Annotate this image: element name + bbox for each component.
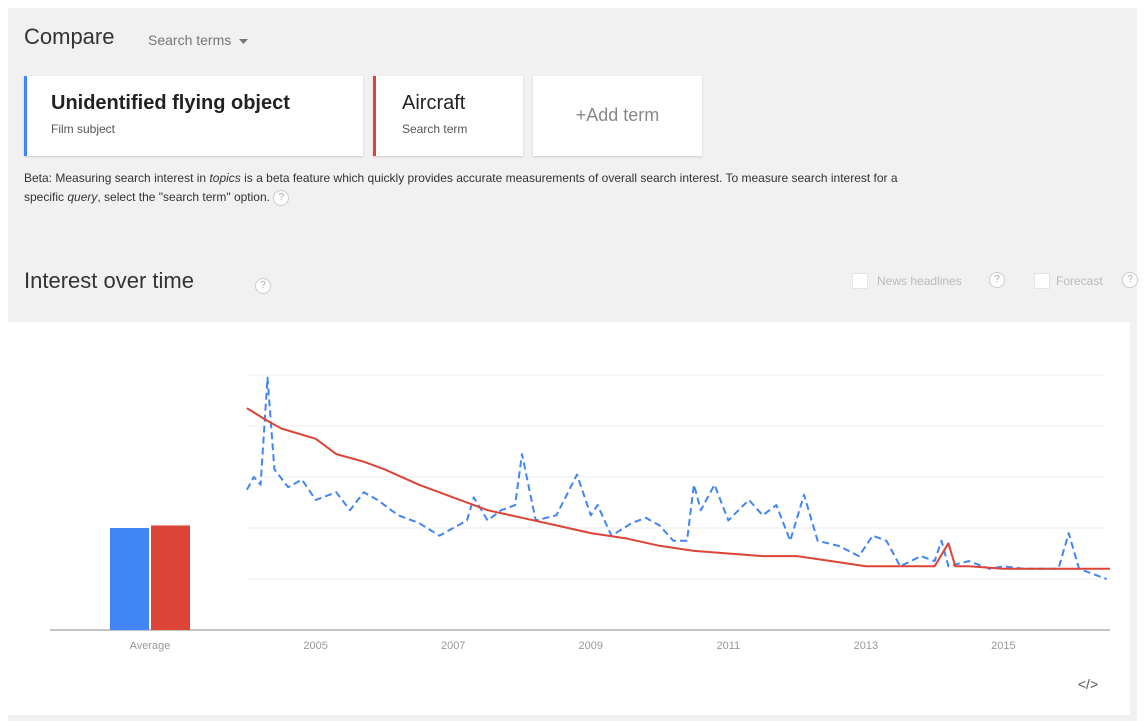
term-title: Aircraft: [402, 92, 466, 114]
add-term: +Add term: [575, 105, 660, 125]
note-text: Beta: Measuring search interest in: [24, 171, 210, 185]
beta-note: Beta: Measuring search interest in topic…: [24, 169, 934, 207]
checkbox[interactable]: [1034, 273, 1050, 289]
term-title: Unidentified flying object: [51, 92, 290, 114]
checkbox[interactable]: [852, 273, 868, 289]
chart-background: [8, 322, 1130, 715]
compare-title: Compare: [24, 24, 115, 49]
average-bar: [110, 528, 149, 630]
add-term-card[interactable]: +Add term: [533, 76, 702, 156]
dropdown-label: Search terms: [148, 32, 232, 48]
x-tick-label: 2005: [303, 640, 327, 652]
chart: 2005 2007 2009 2011 2013 2015 Average </>: [8, 322, 1130, 715]
term-card[interactable]: Aircraft Search term: [373, 76, 523, 156]
note-emphasis: topics: [209, 171, 241, 185]
x-tick-label: 2007: [441, 640, 465, 652]
series-line: [246, 376, 1107, 580]
help-icon[interactable]: ?: [1122, 272, 1138, 288]
help-icon[interactable]: ?: [255, 278, 271, 294]
note-text: is a beta feature which quickly provides…: [24, 171, 898, 204]
x-tick-label: 2013: [854, 640, 878, 652]
help-icon[interactable]: ?: [989, 272, 1005, 288]
option-label: Forecast: [1056, 274, 1103, 288]
term-subtitle: Film subject: [51, 122, 116, 136]
embed-icon[interactable]: </>: [1078, 676, 1098, 692]
section-title: Interest over time: [24, 268, 194, 293]
x-tick-label: 2015: [991, 640, 1015, 652]
help-icon[interactable]: ?: [273, 190, 290, 206]
search-terms-dropdown[interactable]: Search terms: [148, 32, 249, 48]
dropdown-arrow: [239, 39, 249, 44]
compare-panel: Compare Search terms Unidentified flying…: [8, 8, 1138, 721]
x-tick-label: 2009: [579, 640, 603, 652]
note-text: , select the "search term" option.: [97, 190, 270, 204]
average-bar: [151, 525, 190, 630]
term-card[interactable]: Unidentified flying object Film subject: [24, 76, 363, 156]
note-emphasis: query: [67, 190, 98, 204]
x-tick-label: 2011: [716, 640, 740, 652]
series-line: [246, 407, 1110, 570]
option-label: News headlines: [877, 274, 962, 288]
average-label: Average: [130, 640, 171, 652]
term-subtitle: Search term: [402, 122, 468, 136]
